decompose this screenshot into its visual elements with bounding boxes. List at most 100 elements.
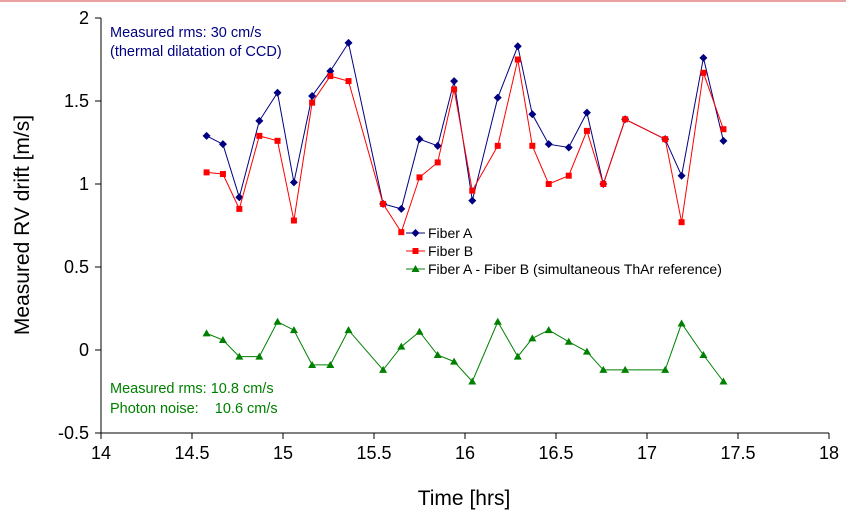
data-point [255,116,264,125]
legend-label-fiber-a: Fiber A [428,225,473,241]
data-point [397,204,406,213]
x-tick-label: 17.5 [720,443,755,463]
tick-labels: 14 14.5 15 15.5 16 16.5 17 17.5 18 -0.5 0 0.5 1 1.5 2 [58,8,839,463]
data-point [274,137,281,144]
x-tick-label: 18 [819,443,839,463]
data-point [344,326,353,334]
axes [95,17,830,439]
data-point [528,110,537,119]
data-point [699,350,708,358]
x-tick-label: 16.5 [538,443,573,463]
annotation-fiber-rms: Measured rms: 30 cm/s [110,25,262,41]
legend-marker-fiber-a [411,229,420,237]
data-point [236,205,243,212]
data-point [565,172,572,179]
data-point [661,365,670,373]
data-point [450,77,459,86]
data-point [699,53,708,62]
data-point [493,317,502,325]
y-tick-label: 0.5 [64,257,89,277]
legend: Fiber A Fiber B Fiber A - Fiber B (simul… [406,225,722,277]
data-point [289,178,298,187]
y-tick-label: 1.5 [64,91,89,111]
data-point [415,135,424,144]
legend-label-difference: Fiber A - Fiber B (simultaneous ThAr ref… [428,261,722,277]
data-point [218,336,227,344]
data-point [583,127,590,134]
data-point [256,132,263,139]
data-point [513,42,522,51]
data-point [379,365,388,373]
legend-label-fiber-b: Fiber B [428,243,473,259]
series-1 [202,38,728,213]
data-point [289,326,298,334]
x-tick-label: 14 [91,443,111,463]
data-point [468,377,477,385]
data-point [290,217,297,224]
data-point [599,365,608,373]
data-point [545,181,552,187]
data-point [433,350,442,358]
series-line [206,41,724,210]
data-point [678,219,685,226]
data-point [416,174,423,181]
data-point [235,193,244,202]
data-point [677,171,686,180]
series-line [206,320,724,383]
data-point [434,159,441,166]
data-point [719,136,728,145]
data-point [494,142,501,149]
series-2 [203,56,727,236]
data-point [397,342,406,350]
series-line [206,59,724,234]
data-point [493,93,502,102]
data-point [719,377,728,385]
data-point [203,169,210,176]
x-tick-label: 16 [455,443,475,463]
data-point [469,187,476,194]
data-point [415,327,424,335]
data-point [308,360,317,368]
data-point [202,329,211,337]
data-point [514,56,521,63]
series-3 [202,317,728,385]
data-point [398,229,405,236]
annotation-diff-rms: Measured rms: 10.8 cm/s [110,381,274,397]
data-point [564,337,573,345]
x-tick-label: 15.5 [356,443,391,463]
x-tick-label: 17 [637,443,657,463]
annotation-thermal-note: (thermal dilatation of CCD) [110,44,282,60]
data-point [600,181,607,187]
data-point [202,131,211,140]
data-point [529,142,536,149]
data-point [218,140,227,149]
data-point [451,86,458,93]
data-point [308,92,317,101]
data-point [380,200,387,207]
y-tick-label: 1 [79,174,89,194]
data-point [273,317,282,325]
data-point [273,88,282,97]
data-point [528,334,537,342]
data-series [202,38,728,385]
legend-marker-difference [411,265,420,272]
data-point [235,352,244,360]
data-point [700,69,707,76]
data-point [345,78,352,85]
data-point [309,99,316,106]
data-point [564,143,573,152]
data-point [326,360,335,368]
data-point [344,38,353,47]
y-axis-title: Measured RV drift [m/s] [11,115,34,335]
data-point [513,352,522,360]
y-tick-label: 2 [79,8,89,28]
data-point [544,140,553,149]
data-point [327,73,334,80]
data-point [662,136,669,143]
data-point [621,365,630,373]
legend-marker-fiber-b [412,248,419,254]
data-point [582,108,591,117]
data-point [622,116,629,123]
data-point [544,326,553,334]
